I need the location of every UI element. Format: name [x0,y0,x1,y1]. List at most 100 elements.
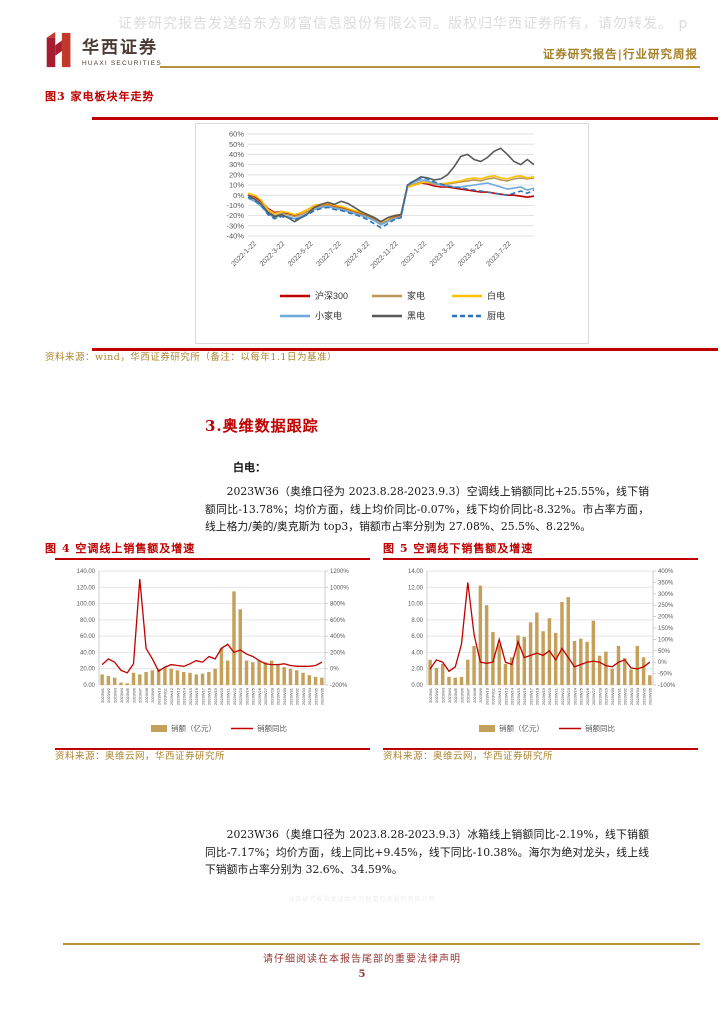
svg-text:2023W2: 2023W2 [434,687,439,703]
svg-text:800%: 800% [330,602,346,608]
fig3-container: 60% 50% 40% 30% 20% 10% 0% -10% -20% -30% -40% 2022… [92,117,718,351]
svg-text:销额（亿元）: 销额（亿元） [171,723,216,733]
fig3-title: 图3 家电板块年走势 [45,90,155,103]
svg-text:400%: 400% [658,569,674,575]
svg-text:2023W28: 2023W28 [269,687,274,705]
svg-text:-20%: -20% [226,211,244,220]
svg-text:2023W31: 2023W31 [616,687,621,705]
fig4-container: 140.00 120.00 100.00 80.00 60.00 40.00 20.00 0.… [55,558,370,750]
svg-text:2023W36: 2023W36 [319,687,324,705]
svg-text:白电: 白电 [487,290,505,301]
svg-text:沪深300: 沪深300 [315,290,348,301]
svg-text:2023W4: 2023W4 [446,687,451,703]
header-divider [160,66,700,68]
svg-text:2023W32: 2023W32 [622,687,627,705]
svg-text:350%: 350% [658,580,674,586]
svg-text:-100%: -100% [658,683,676,689]
svg-text:2023W6: 2023W6 [459,687,464,703]
page-number: 5 [358,969,366,980]
svg-text:2023W27: 2023W27 [263,687,268,705]
subsection-heading: 白电： [233,461,266,474]
svg-text:2023W21: 2023W21 [553,687,558,705]
svg-text:2023W25: 2023W25 [578,687,583,705]
svg-text:1000%: 1000% [330,585,349,591]
svg-text:0%: 0% [330,667,339,673]
svg-text:2023-3-22: 2023-3-22 [429,240,457,268]
footer-divider [63,943,700,945]
svg-text:120.00: 120.00 [76,585,95,591]
svg-text:2023W28: 2023W28 [597,687,602,705]
svg-text:100.00: 100.00 [76,602,95,608]
svg-text:200%: 200% [330,650,346,656]
svg-text:10.00: 10.00 [407,602,423,608]
svg-text:2023W18: 2023W18 [534,687,539,705]
svg-text:2023W15: 2023W15 [187,687,192,705]
svg-text:2023W30: 2023W30 [610,687,615,705]
svg-text:2023W29: 2023W29 [275,687,280,705]
svg-text:150%: 150% [658,626,674,632]
svg-text:200%: 200% [658,615,674,621]
svg-text:-40%: -40% [226,232,244,241]
huaxi-logo-icon [46,31,71,68]
svg-text:20%: 20% [229,170,244,179]
svg-text:2023W17: 2023W17 [528,687,533,705]
watermark-text: 证券研究报告发送给东方财富信息股份有限公司。版权归华西证券所有，请勿转发。 p [118,16,689,32]
fig3-chart: 60% 50% 40% 30% 20% 10% 0% -10% -20% -30% -40% 2022… [195,123,589,344]
svg-text:2023W13: 2023W13 [175,687,180,705]
svg-text:10%: 10% [229,181,244,190]
svg-text:2023W2: 2023W2 [106,687,111,703]
svg-text:2023W22: 2023W22 [559,687,564,705]
svg-text:4.00: 4.00 [411,650,423,656]
svg-text:250%: 250% [658,603,674,609]
faint-watermark: 证券研究报告发送给东方财富信息股份有限公司 [288,897,436,903]
svg-text:销额（亿元）: 销额（亿元） [499,723,544,733]
svg-text:60.00: 60.00 [79,634,95,640]
logo-cn-text: 华西证券 [82,38,158,58]
svg-text:厨电: 厨电 [487,310,505,321]
logo-text-block: 华西证券 HUAXI SECURITIES [82,33,162,67]
svg-text:50%: 50% [229,140,244,149]
svg-text:80.00: 80.00 [79,618,95,624]
svg-text:50%: 50% [658,649,671,655]
svg-text:40%: 40% [229,150,244,159]
svg-text:2023-7-22: 2023-7-22 [485,240,513,268]
svg-text:2023W21: 2023W21 [225,687,230,705]
svg-text:14.00: 14.00 [407,569,423,575]
svg-text:2022-5-22: 2022-5-22 [287,240,315,268]
svg-text:400%: 400% [330,634,346,640]
svg-text:2023W35: 2023W35 [313,687,318,705]
svg-text:12.00: 12.00 [407,585,423,591]
svg-text:8.00: 8.00 [411,618,423,624]
svg-text:2023W7: 2023W7 [137,687,142,703]
svg-text:2023W24: 2023W24 [244,687,249,705]
svg-text:300%: 300% [658,592,674,598]
svg-text:销额同比: 销额同比 [585,723,615,733]
svg-text:2023W26: 2023W26 [256,687,261,705]
svg-text:2023W13: 2023W13 [503,687,508,705]
svg-text:140.00: 140.00 [76,569,95,575]
svg-text:0%: 0% [658,660,667,666]
fig3-source: 资料来源：wind，华西证券研究所（备注：以每年1.1日为基准） [45,352,337,363]
svg-text:6.00: 6.00 [411,634,423,640]
svg-text:2022-11-22: 2022-11-22 [370,240,400,270]
svg-text:-200%: -200% [330,683,348,689]
paragraph-aircon: 2023W36（奥维口径为 2023.8.28-2023.9.3）空调线上销额同… [205,485,649,533]
svg-text:2023W5: 2023W5 [125,687,130,703]
footer-legal-notice: 请仔细阅读在本报告尾部的重要法律声明 [263,954,461,965]
svg-text:2023W12: 2023W12 [497,687,502,705]
fig4-title: 图 4 空调线上销售额及增速 [45,542,196,555]
svg-text:2023W12: 2023W12 [169,687,174,705]
svg-text:2023W5: 2023W5 [453,687,458,703]
svg-text:30%: 30% [229,160,244,169]
svg-text:2023W27: 2023W27 [591,687,596,705]
svg-text:100%: 100% [658,637,674,643]
svg-text:2023W10: 2023W10 [156,687,161,705]
svg-text:2023W15: 2023W15 [515,687,520,705]
huaxi-logo: 华西证券 HUAXI SECURITIES [45,31,162,69]
svg-text:2023W10: 2023W10 [484,687,489,705]
svg-text:2023W20: 2023W20 [547,687,552,705]
svg-text:2023W23: 2023W23 [566,687,571,705]
svg-text:40.00: 40.00 [79,650,95,656]
fig5-title: 图 5 空调线下销售额及增速 [383,542,534,555]
svg-text:2022-3-22: 2022-3-22 [259,240,287,268]
